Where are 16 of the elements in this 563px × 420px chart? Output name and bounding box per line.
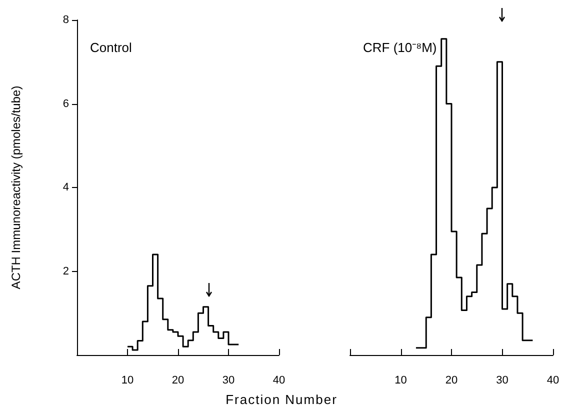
x-tick-label: 30 bbox=[496, 374, 508, 386]
y-tick-label: 6 bbox=[62, 98, 69, 110]
y-tick-label: 8 bbox=[62, 14, 69, 26]
x-tick-label: 40 bbox=[272, 374, 286, 386]
text: CRF (10⁻⁸M) bbox=[363, 40, 437, 55]
x-axis-title: Fraction Number bbox=[224, 392, 338, 407]
x-tick-label: 10 bbox=[121, 374, 134, 386]
y-axis-title: ACTH Immunoreactivity (pmoles/tube) bbox=[9, 86, 23, 290]
x-tick-label: 40 bbox=[546, 374, 560, 386]
x-tick-label: 10 bbox=[394, 374, 407, 386]
text: Control bbox=[90, 40, 132, 55]
y-tick-label: 2 bbox=[62, 265, 69, 278]
x-tick-label: 30 bbox=[222, 374, 235, 386]
x-tick-label: 20 bbox=[445, 374, 458, 386]
y-tick-label: 4 bbox=[62, 182, 69, 194]
x-tick-label: 20 bbox=[172, 374, 184, 386]
